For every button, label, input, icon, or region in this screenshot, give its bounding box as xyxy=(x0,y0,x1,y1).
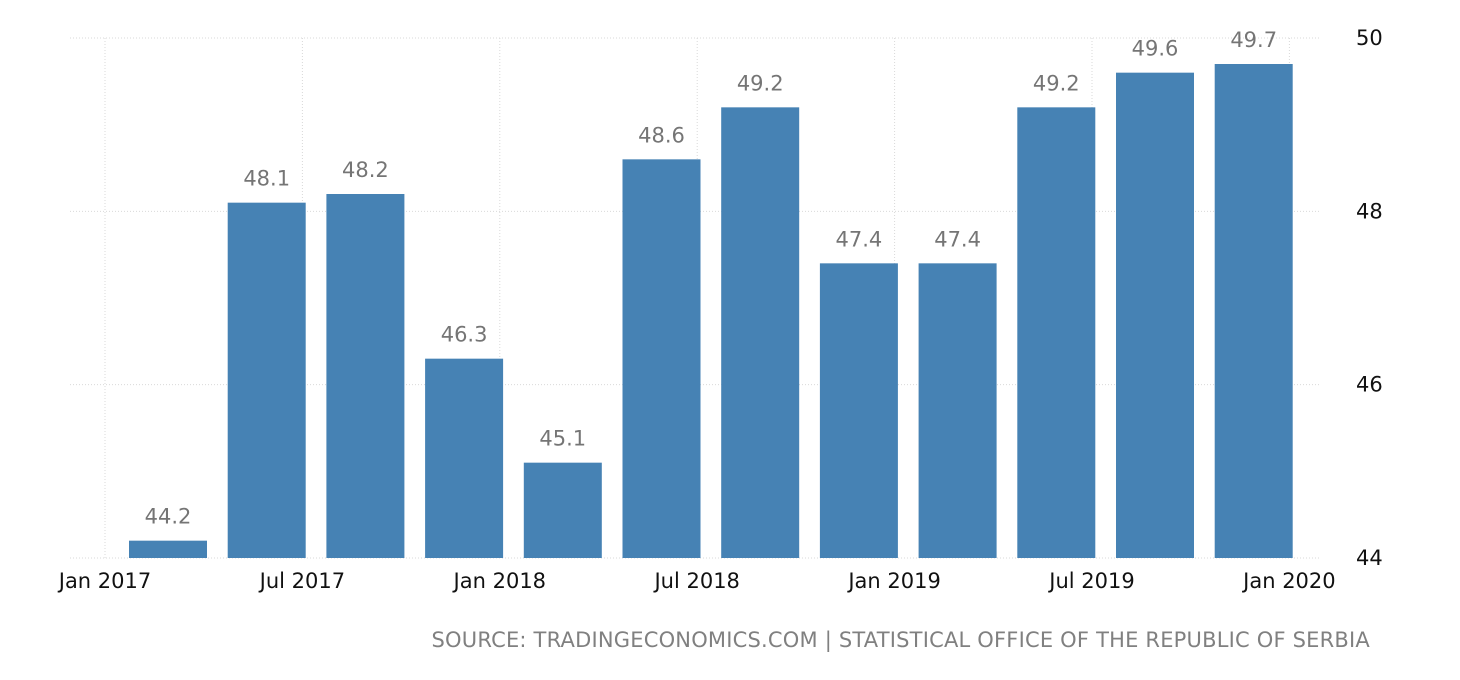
bar-value-label: 49.2 xyxy=(1033,71,1080,95)
x-axis-ticks: Jan 2017 Jul 2017 Jan 2018 Jul 2018 Jan 2019… xyxy=(57,569,1336,593)
bar xyxy=(622,159,701,559)
x-tick-label: Jan 2017 xyxy=(57,569,152,593)
x-tick-label: Jul 2019 xyxy=(1047,569,1134,593)
bar-value-label: 49.6 xyxy=(1132,37,1179,61)
bar xyxy=(425,358,504,558)
data-labels: 44.2 48.1 48.2 46.3 45.1 48.6 49.2 47.4 47.4 49.2… xyxy=(145,28,1277,529)
bar-value-label: 47.4 xyxy=(934,227,981,251)
y-tick-label: 46 xyxy=(1356,373,1383,397)
x-tick-label: Jan 2019 xyxy=(846,569,941,593)
bar xyxy=(1017,107,1096,558)
bar xyxy=(523,462,602,558)
x-tick-label: Jan 2018 xyxy=(452,569,547,593)
bar-value-label: 49.2 xyxy=(737,71,784,95)
bar xyxy=(1116,72,1194,559)
source-note: SOURCE: TRADINGECONOMICS.COM | STATISTIC… xyxy=(431,628,1370,652)
bar-value-label: 49.7 xyxy=(1230,28,1277,52)
bar-value-label: 48.1 xyxy=(243,167,290,191)
bar-value-label: 48.6 xyxy=(638,123,685,147)
bar xyxy=(721,107,800,558)
bar xyxy=(227,202,306,558)
bar xyxy=(918,263,997,558)
y-axis-ticks: 44 46 48 50 xyxy=(1356,26,1383,570)
x-tick-label: Jul 2018 xyxy=(652,569,739,593)
bar-value-label: 48.2 xyxy=(342,158,389,182)
bar-value-label: 45.1 xyxy=(539,427,586,451)
bars xyxy=(129,64,1293,559)
y-tick-label: 50 xyxy=(1356,26,1383,50)
bar xyxy=(129,540,207,558)
bar xyxy=(326,194,405,558)
y-tick-label: 48 xyxy=(1356,199,1383,223)
bar xyxy=(1214,64,1293,558)
x-tick-label: Jan 2020 xyxy=(1241,569,1336,593)
x-tick-label: Jul 2017 xyxy=(258,569,345,593)
bar-value-label: 46.3 xyxy=(441,323,488,347)
y-tick-label: 44 xyxy=(1356,546,1383,570)
bar-value-label: 47.4 xyxy=(836,227,883,251)
bar xyxy=(819,263,898,558)
bar-value-label: 44.2 xyxy=(145,505,192,529)
